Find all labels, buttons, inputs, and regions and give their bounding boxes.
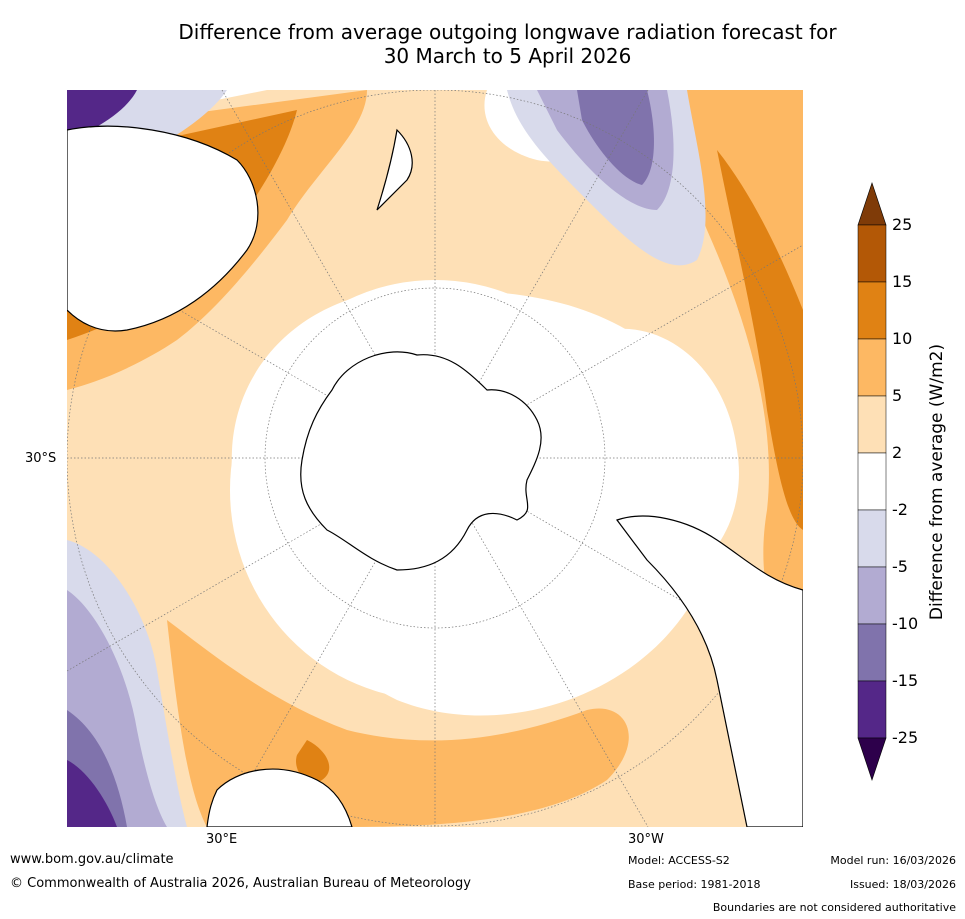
anomaly-10-15-south — [296, 740, 330, 783]
lat-circle-60s — [264, 287, 606, 629]
colorbar-band-5-10 — [857, 338, 887, 397]
footer-model-run: Model run: 16/03/2026 — [830, 854, 956, 867]
colorbar-band-15-25 — [857, 224, 887, 283]
colorbar-tick-3: 5 — [892, 386, 903, 405]
neutral-patch-east — [607, 328, 739, 570]
new-zealand-coastline — [376, 128, 413, 211]
colorbar-tick-5: -2 — [892, 500, 908, 519]
colorbar-tick-2: 10 — [892, 329, 913, 348]
anomaly-m15-m25-sw — [67, 760, 117, 827]
colorbar-tick-1: 15 — [892, 272, 913, 291]
lon-label-30w: 30°W — [628, 832, 664, 847]
australia-coastline — [67, 125, 259, 332]
colorbar-tick-8: -15 — [892, 671, 919, 690]
footer-issued: Issued: 18/03/2026 — [849, 878, 956, 891]
map-title: Difference from average outgoing longwav… — [60, 20, 955, 68]
footer-model: Model: ACCESS-S2 — [628, 854, 730, 867]
colorbar-tick-7: -10 — [892, 614, 919, 633]
footer-base-period: Base period: 1981-2018 — [628, 878, 761, 891]
colorbar-band-neutral — [857, 452, 887, 511]
footer-disclaimer: Boundaries are not considered authoritat… — [712, 901, 956, 914]
colorbar-over-triangle — [857, 182, 887, 226]
colorbar-band-m5-m10 — [857, 566, 887, 625]
lon-label-30e: 30°E — [206, 832, 238, 847]
colorbar — [857, 182, 887, 781]
map-panel — [67, 90, 803, 827]
africa-coastline — [206, 768, 353, 827]
footer-copyright: © Commonwealth of Australia 2026, Austra… — [10, 876, 471, 891]
colorbar-title: Difference from average (W/m2) — [927, 343, 947, 621]
colorbar-tick-9: -25 — [892, 728, 919, 747]
colorbar-under-triangle — [857, 737, 887, 781]
title-line-1: Difference from average outgoing longwav… — [178, 20, 837, 44]
colorbar-tick-4: 2 — [892, 443, 903, 462]
south-america-coastline — [616, 515, 803, 827]
polar-map — [67, 90, 803, 827]
anomaly-10-15-east — [717, 150, 803, 530]
antarctica-coastline — [300, 351, 542, 571]
anomaly-5-10-east — [667, 90, 803, 650]
colorbar-band-m15-m25 — [857, 680, 887, 739]
colorbar-band-10-15 — [857, 281, 887, 340]
title-line-2: 30 March to 5 April 2026 — [383, 44, 632, 68]
colorbar-tick-0: 25 — [892, 215, 913, 234]
colorbar-band-m10-m15 — [857, 623, 887, 682]
anomaly-2-5-main — [67, 90, 803, 827]
footer-website[interactable]: www.bom.gov.au/climate — [10, 852, 174, 867]
colorbar-band-m2-m5 — [857, 509, 887, 568]
lat-label-30s: 30°S — [25, 451, 57, 466]
colorbar-tick-6: -5 — [892, 557, 908, 576]
colorbar-band-2-5 — [857, 395, 887, 454]
